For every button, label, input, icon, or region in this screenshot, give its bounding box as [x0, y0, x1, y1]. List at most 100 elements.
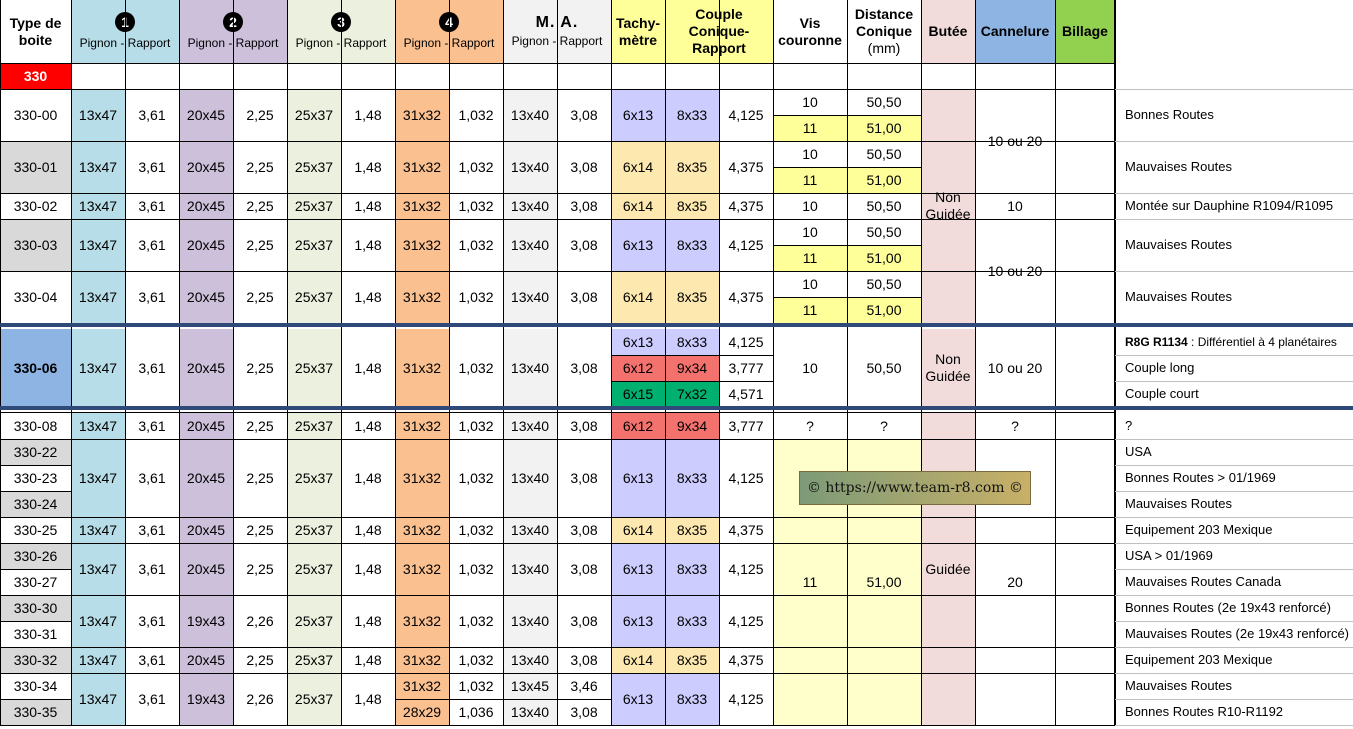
cell-rma: 3,46 [570, 677, 598, 694]
cell-rma: 3,08 [570, 612, 598, 629]
cell-couple: 8x33 [665, 329, 719, 355]
cell-g4: 28x29 [395, 699, 449, 725]
grid-line [773, 167, 921, 168]
cell-g3: 25x37 [287, 647, 341, 673]
cell-rma: 3,08 [570, 417, 598, 434]
row-id: 330-25 [13, 521, 58, 538]
cell-rma: 3,08 [570, 521, 598, 538]
cell-butee-non-guidee: Non Guidée [921, 89, 975, 323]
row-id: 330-01 [0, 141, 71, 193]
cell-cannelure: 10 ou 20 [987, 359, 1043, 376]
grid-line [611, 355, 773, 356]
cell-r1: 3,61 [138, 288, 166, 305]
cell-note: Bonnes Routes [1125, 107, 1214, 123]
cell-g2: 19x43 [179, 673, 233, 725]
grid-line [1115, 465, 1353, 466]
cell-rapport-couple: 4,375 [728, 197, 764, 214]
cell-rma: 3,08 [570, 469, 598, 486]
cell-g1: 13x47 [71, 413, 125, 439]
cell-distance: 51,00 [847, 297, 921, 323]
grid-line [1115, 595, 1353, 596]
header-pignon-rapport: Pignon - Rapport [403, 36, 495, 50]
cell-distance: ? [880, 417, 888, 434]
grid-line [1055, 0, 1056, 725]
cell-r3: 1,48 [354, 359, 382, 376]
cell-g4: 31x32 [395, 543, 449, 595]
cell-g1: 13x47 [71, 673, 125, 725]
grid-line [557, 0, 558, 725]
cell-note: Equipement 203 Mexique [1125, 522, 1273, 538]
cell-r2: 2,25 [246, 651, 274, 668]
cell-rapport-couple: 4,375 [728, 288, 764, 305]
grid-line [1115, 491, 1353, 492]
grid-line [341, 0, 342, 725]
cell-vis: 10 [802, 197, 818, 214]
cell-ma: 13x40 [503, 543, 557, 595]
cell-r4: 1,032 [458, 677, 494, 694]
cell-billage [1055, 329, 1115, 407]
cell-distance: 50,50 [866, 197, 902, 214]
grid-line [0, 439, 1115, 440]
header-vis-couronne: Vis couronne [778, 14, 842, 48]
cell-r2: 2,25 [246, 359, 274, 376]
row-id: 330-34 [13, 677, 58, 694]
cell-note: ? [1125, 418, 1133, 434]
grid-line [287, 0, 288, 725]
cell-rma: 3,08 [570, 703, 598, 720]
cell-tachy: 6x14 [611, 271, 665, 323]
cell-r2: 2,25 [246, 417, 274, 434]
cell-note: USA > 01/1969 [1125, 548, 1213, 564]
cell-g3: 25x37 [287, 543, 341, 595]
cell-g1: 13x47 [71, 439, 125, 517]
grid-line [1115, 517, 1353, 518]
cell-tachy: 6x13 [611, 673, 665, 725]
cell-g1: 13x47 [71, 193, 125, 219]
cell-g3: 25x37 [287, 219, 341, 271]
cell-g2: 19x43 [179, 595, 233, 647]
cell-rma: 3,08 [570, 288, 598, 305]
cell-g3: 25x37 [287, 517, 341, 543]
cell-g3: 25x37 [287, 439, 341, 517]
cell-note: Montée sur Dauphine R1094/R1095 [1125, 198, 1334, 214]
cell-g2: 20x45 [179, 271, 233, 323]
cell-ma: 13x40 [503, 413, 557, 439]
cell-r1: 3,61 [138, 521, 166, 538]
grid-line [0, 0, 1, 725]
cell-g2: 20x45 [179, 439, 233, 517]
header-pignon-rapport: Pignon - Rapport [79, 36, 171, 50]
cell-r4: 1,032 [458, 288, 494, 305]
cell-g1: 13x47 [71, 647, 125, 673]
row-id: 330-08 [13, 417, 58, 434]
cell-g4: 31x32 [395, 193, 449, 219]
cell-r4: 1,032 [458, 651, 494, 668]
cell-billage [1055, 413, 1115, 725]
cell-r2: 2,26 [246, 612, 274, 629]
cell-g4: 31x32 [395, 271, 449, 323]
cell-vis: 10 [802, 145, 818, 162]
cell-note: Mauvaises Routes [1125, 289, 1232, 305]
cell-r4: 1,032 [458, 158, 494, 175]
row-id: 330-23 [13, 469, 58, 486]
cell-r3: 1,48 [354, 690, 382, 707]
cell-note: Mauvaises Routes [1125, 496, 1232, 512]
cell-r1: 3,61 [138, 651, 166, 668]
cell-rapport-couple: 3,777 [728, 417, 764, 434]
cell-rapport-couple: 4,125 [728, 690, 764, 707]
cell-note: R8G R1134 : Différentiel à 4 planétaires [1115, 329, 1353, 355]
cell-r2: 2,25 [246, 469, 274, 486]
cell-g1: 13x47 [71, 595, 125, 647]
grid-line [921, 0, 922, 725]
grid-line [395, 699, 611, 700]
cell-couple: 8x35 [665, 271, 719, 323]
cell-note: Mauvaises Routes [1125, 159, 1232, 175]
cell-couple: 8x33 [665, 89, 719, 141]
row-id: 330-35 [0, 699, 71, 725]
cell-vis: 11 [773, 297, 847, 323]
cell-r3: 1,48 [354, 417, 382, 434]
cell-r4: 1,032 [458, 106, 494, 123]
grid-line [847, 0, 848, 725]
cell-couple: 9x34 [665, 355, 719, 381]
cell-r1: 3,61 [138, 417, 166, 434]
cell-g4: 31x32 [395, 329, 449, 407]
